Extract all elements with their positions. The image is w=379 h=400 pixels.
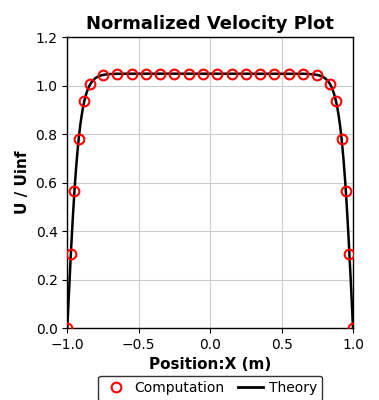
X-axis label: Position:X (m): Position:X (m) xyxy=(149,357,271,372)
Title: Normalized Velocity Plot: Normalized Velocity Plot xyxy=(86,15,334,33)
Y-axis label: U / Uinf: U / Uinf xyxy=(15,151,30,214)
Legend: Computation, Theory: Computation, Theory xyxy=(98,376,323,400)
